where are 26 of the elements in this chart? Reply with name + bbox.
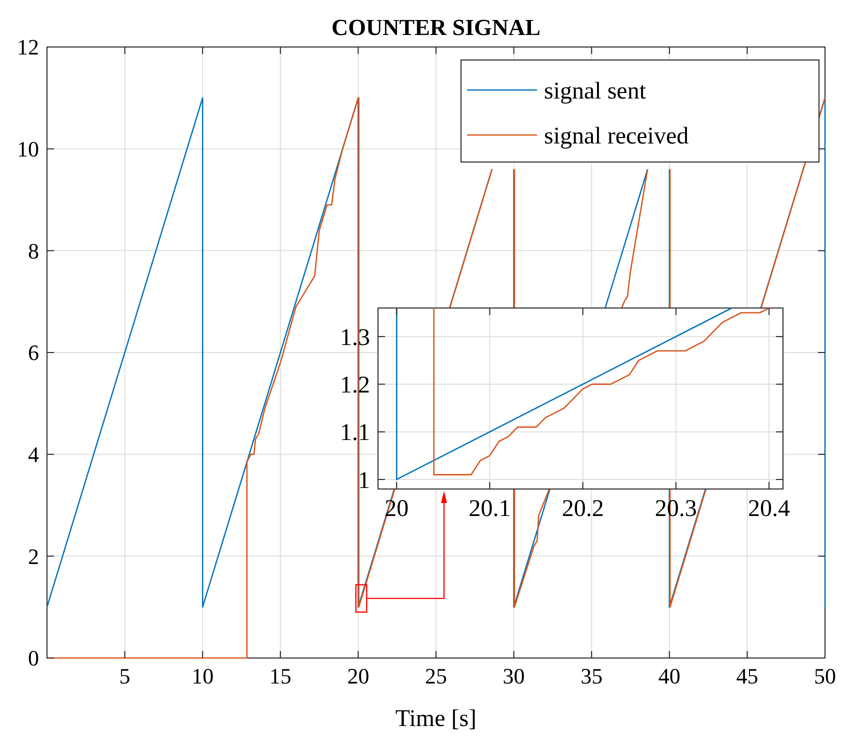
x-tick-label: 40 xyxy=(658,664,680,689)
x-tick-label: 20 xyxy=(347,664,370,689)
legend-label: signal received xyxy=(544,123,689,150)
y-tick-label: 2 xyxy=(28,544,39,569)
y-tick-label: 10 xyxy=(17,136,39,162)
x-tick-label: 5 xyxy=(119,664,130,689)
y-tick-label: 1 xyxy=(358,468,370,494)
x-tick-label: 50 xyxy=(814,664,836,689)
y-tick-label: 8 xyxy=(28,238,39,264)
x-tick-label: 35 xyxy=(580,664,603,689)
chart-title: COUNTER SIGNAL xyxy=(332,15,540,40)
x-tick-label: 20.2 xyxy=(562,496,604,522)
y-tick-label: 12 xyxy=(17,34,39,60)
x-tick-label: 20.1 xyxy=(468,496,511,522)
x-axis-title: Time [s] xyxy=(395,706,477,732)
y-tick-label: 0 xyxy=(28,646,39,671)
x-tick-label: 25 xyxy=(425,664,447,689)
y-tick-label: 4 xyxy=(28,442,39,468)
x-tick-label: 10 xyxy=(192,664,214,689)
x-tick-label: 20.4 xyxy=(748,496,790,522)
line-series xyxy=(433,307,770,476)
x-tick-label: 15 xyxy=(269,664,292,689)
x-tick-label: 45 xyxy=(736,664,758,689)
legend-label: signal sent xyxy=(544,78,646,104)
x-tick-label: 30 xyxy=(502,664,525,689)
y-tick-label: 6 xyxy=(28,340,39,366)
